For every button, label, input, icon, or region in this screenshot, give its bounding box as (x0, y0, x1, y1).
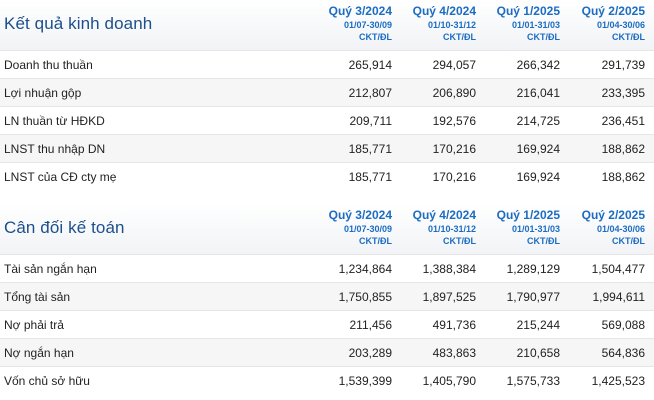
column-quarter[interactable]: Quý 1/2025 (496, 4, 560, 18)
cell-value: 170,216 (432, 170, 476, 184)
column-unit: CKT/ĐL (527, 32, 560, 42)
cell-value: 483,863 (432, 346, 476, 360)
table-row: Doanh thu thuần 265,914 294,057 266,342 … (0, 50, 654, 78)
cell-value: 569,088 (601, 318, 645, 332)
column-quarter[interactable]: Quý 1/2025 (496, 208, 560, 222)
column-unit: CKT/ĐL (359, 236, 392, 246)
cell-value: 1,575,733 (506, 374, 560, 388)
cell-value: 215,244 (516, 318, 560, 332)
cell-value: 1,234,864 (338, 262, 392, 276)
column-header-q4-2024: Quý 4/2024 01/10-31/12 CKT/ĐL (390, 4, 476, 44)
column-header-q3-2024: Quý 3/2024 01/07-30/09 CKT/ĐL (306, 4, 392, 44)
table-row: Lợi nhuận gộp 212,807 206,890 216,041 23… (0, 78, 654, 106)
column-unit: CKT/ĐL (612, 236, 645, 246)
column-range: 01/10-31/12 (427, 224, 476, 234)
cell-value: 170,216 (432, 142, 476, 156)
cell-value: 266,342 (516, 58, 560, 72)
cell-value: 1,289,129 (506, 262, 560, 276)
table-row: Tài sản ngắn hạn 1,234,864 1,388,384 1,2… (0, 254, 654, 282)
column-range: 01/04-30/06 (596, 224, 645, 234)
cell-value: 185,771 (348, 170, 392, 184)
column-range: 01/01-31/03 (511, 224, 560, 234)
cell-value: 1,425,523 (591, 374, 645, 388)
cell-value: 212,807 (348, 86, 392, 100)
column-range: 01/07-30/09 (343, 20, 392, 30)
balance-sheet-section: Cân đối kế toán Quý 3/2024 01/07-30/09 C… (0, 204, 654, 394)
table-row: LN thuần từ HĐKD 209,711 192,576 214,725… (0, 106, 654, 134)
column-unit: CKT/ĐL (359, 32, 392, 42)
cell-value: 214,725 (516, 114, 560, 128)
column-unit: CKT/ĐL (443, 236, 476, 246)
cell-value: 491,736 (432, 318, 476, 332)
cell-value: 1,504,477 (591, 262, 645, 276)
cell-value: 211,456 (349, 318, 393, 332)
cell-value: 169,924 (516, 170, 560, 184)
row-label[interactable]: Nợ phải trả (4, 318, 64, 332)
column-header-q4-2024: Quý 4/2024 01/10-31/12 CKT/ĐL (390, 208, 476, 248)
cell-value: 192,576 (432, 114, 476, 128)
cell-value: 209,711 (349, 114, 393, 128)
cell-value: 203,289 (348, 346, 392, 360)
column-header-q1-2025: Quý 1/2025 01/01-31/03 CKT/ĐL (474, 208, 560, 248)
cell-value: 1,405,790 (422, 374, 476, 388)
row-label[interactable]: LNST của CĐ cty mẹ (4, 170, 117, 184)
cell-value: 564,836 (601, 346, 645, 360)
row-label[interactable]: Tổng tài sản (4, 290, 71, 304)
column-range: 01/04-30/06 (596, 20, 645, 30)
column-quarter[interactable]: Quý 3/2024 (328, 4, 392, 18)
table-row: Nợ ngắn hạn 203,289 483,863 210,658 564,… (0, 338, 654, 366)
column-range: 01/07-30/09 (343, 224, 392, 234)
cell-value: 265,914 (348, 58, 392, 72)
cell-value: 233,395 (601, 86, 645, 100)
cell-value: 188,862 (601, 142, 645, 156)
column-range: 01/10-31/12 (427, 20, 476, 30)
cell-value: 210,658 (516, 346, 560, 360)
row-label[interactable]: LN thuần từ HĐKD (4, 114, 105, 128)
column-quarter[interactable]: Quý 2/2025 (581, 4, 645, 18)
table-row: Tổng tài sản 1,750,855 1,897,525 1,790,9… (0, 282, 654, 310)
cell-value: 1,750,855 (338, 290, 392, 304)
cell-value: 1,539,399 (338, 374, 392, 388)
row-label[interactable]: LNST thu nhập DN (4, 142, 106, 156)
cell-value: 169,924 (516, 142, 560, 156)
column-header-q2-2025: Quý 2/2025 01/04-30/06 CKT/ĐL (559, 4, 645, 44)
column-unit: CKT/ĐL (527, 236, 560, 246)
income-statement-section: Kết quả kinh doanh Quý 3/2024 01/07-30/0… (0, 0, 654, 190)
cell-value: 291,739 (601, 58, 645, 72)
row-label[interactable]: Vốn chủ sở hữu (4, 374, 90, 388)
cell-value: 1,994,611 (592, 290, 646, 304)
column-header-q1-2025: Quý 1/2025 01/01-31/03 CKT/ĐL (474, 4, 560, 44)
table-row: LNST thu nhập DN 185,771 170,216 169,924… (0, 134, 654, 162)
column-header-q2-2025: Quý 2/2025 01/04-30/06 CKT/ĐL (559, 208, 645, 248)
cell-value: 236,451 (601, 114, 645, 128)
cell-value: 1,388,384 (422, 262, 476, 276)
column-quarter[interactable]: Quý 3/2024 (328, 208, 392, 222)
cell-value: 1,790,977 (506, 290, 560, 304)
cell-value: 1,897,525 (422, 290, 476, 304)
column-quarter[interactable]: Quý 4/2024 (412, 208, 476, 222)
table-row: LNST của CĐ cty mẹ 185,771 170,216 169,9… (0, 162, 654, 190)
balance-sheet-header: Cân đối kế toán Quý 3/2024 01/07-30/09 C… (0, 204, 654, 254)
column-header-q3-2024: Quý 3/2024 01/07-30/09 CKT/ĐL (306, 208, 392, 248)
cell-value: 294,057 (432, 58, 476, 72)
cell-value: 188,862 (601, 170, 645, 184)
row-label[interactable]: Nợ ngắn hạn (4, 346, 74, 360)
column-quarter[interactable]: Quý 2/2025 (581, 208, 645, 222)
balance-sheet-title: Cân đối kế toán (4, 218, 125, 237)
row-label[interactable]: Lợi nhuận gộp (4, 86, 82, 100)
column-quarter[interactable]: Quý 4/2024 (412, 4, 476, 18)
row-label[interactable]: Doanh thu thuần (4, 58, 93, 72)
row-label[interactable]: Tài sản ngắn hạn (4, 262, 97, 276)
income-statement-title: Kết quả kinh doanh (4, 14, 153, 33)
column-unit: CKT/ĐL (443, 32, 476, 42)
cell-value: 206,890 (432, 86, 476, 100)
income-statement-header: Kết quả kinh doanh Quý 3/2024 01/07-30/0… (0, 0, 654, 50)
cell-value: 185,771 (348, 142, 392, 156)
column-range: 01/01-31/03 (511, 20, 560, 30)
table-row: Nợ phải trả 211,456 491,736 215,244 569,… (0, 310, 654, 338)
table-row: Vốn chủ sở hữu 1,539,399 1,405,790 1,575… (0, 366, 654, 394)
cell-value: 216,041 (516, 86, 560, 100)
column-unit: CKT/ĐL (612, 32, 645, 42)
